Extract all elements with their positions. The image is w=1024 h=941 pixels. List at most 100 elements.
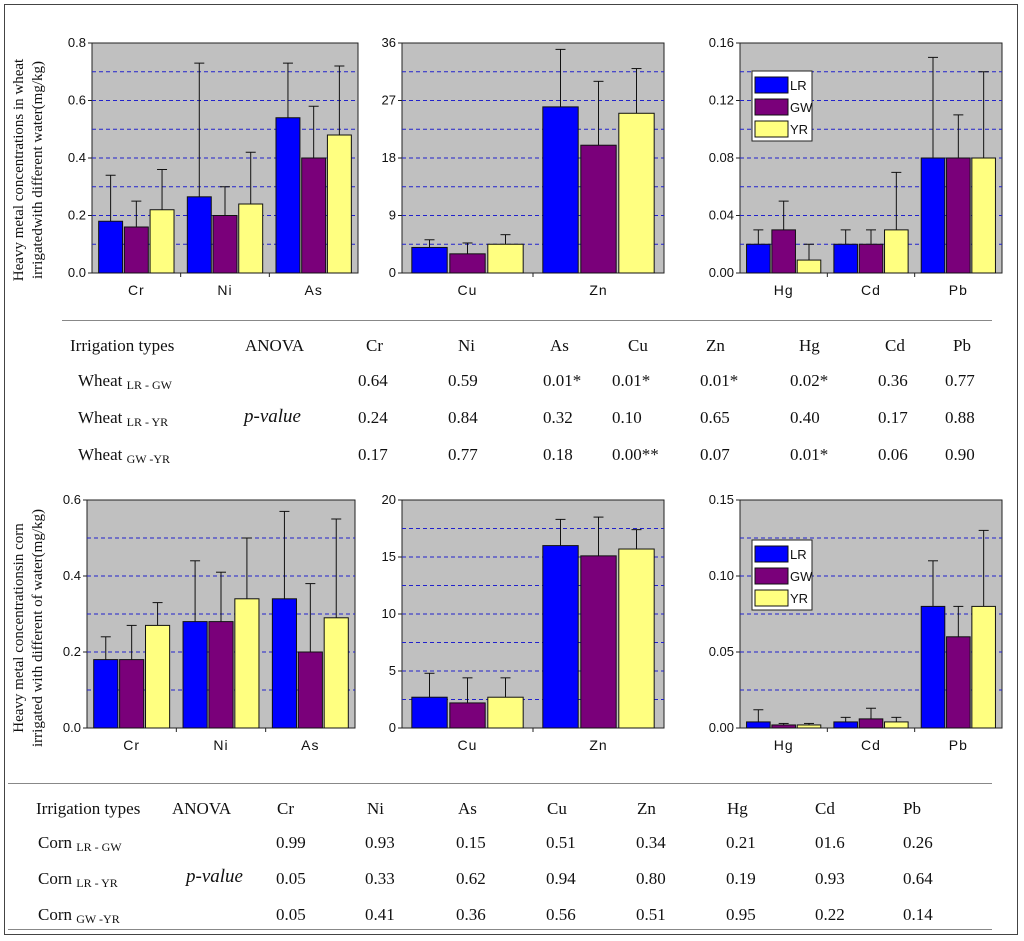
corn-header-ni: Ni xyxy=(367,799,384,818)
p-value-cell: 0.24 xyxy=(358,408,388,427)
y-tick-label: 0.6 xyxy=(63,492,81,507)
p-value-cell: 0.64 xyxy=(903,869,933,888)
y-tick-label: 0.4 xyxy=(63,568,81,583)
bar-Zn-LR xyxy=(542,545,579,729)
y-tick-label: 9 xyxy=(389,208,396,223)
p-value-cell: 0.59 xyxy=(448,371,478,390)
row-crop: Wheat xyxy=(78,408,127,427)
y-tick-label: 0 xyxy=(389,720,396,735)
bar-Ni-YR xyxy=(238,203,264,274)
corn-y-axis-label-line-1: Heavy metal concentrationsin corn xyxy=(11,523,27,733)
legend-label-YR: YR xyxy=(790,591,808,606)
category-label-As: As xyxy=(301,737,319,753)
bar-Hg-LR xyxy=(746,721,771,729)
wheat-header-as: As xyxy=(550,336,569,355)
row-comparison: LR - YR xyxy=(126,415,169,429)
bar-As-LR xyxy=(271,598,297,729)
category-label-Hg: Hg xyxy=(774,737,794,753)
p-value-cell: 0.41 xyxy=(365,905,395,924)
bar-Pb-YR xyxy=(971,605,996,729)
wheat-header-cu: Cu xyxy=(628,336,648,355)
category-label-Cr: Cr xyxy=(128,282,145,298)
legend-swatch-YR xyxy=(754,589,789,607)
p-value-cell: 0.17 xyxy=(878,408,908,427)
bar-Cd-LR xyxy=(833,721,858,729)
corn-header-pb: Pb xyxy=(903,799,921,818)
corn-header-cd: Cd xyxy=(815,799,835,818)
p-value-cell: 0.10 xyxy=(612,408,642,427)
bar-Cr-YR xyxy=(149,209,175,274)
corn-header-zn: Zn xyxy=(637,799,656,818)
chart-w2: 0 9 18 27 36 Cu Zn xyxy=(382,35,665,298)
y-tick-label: 0.0 xyxy=(63,720,81,735)
bar-Cu-GW xyxy=(449,702,486,729)
p-value-cell: 0.88 xyxy=(945,408,975,427)
bar-Cd-YR xyxy=(884,721,909,729)
bar-Ni-LR xyxy=(182,621,208,729)
row-label: Corn LR - GW xyxy=(38,833,122,855)
corn-header-cr: Cr xyxy=(277,799,294,818)
p-value-cell: 0.21 xyxy=(726,833,756,852)
corn-header-hg: Hg xyxy=(727,799,748,818)
chart-w3: 0.00 0.04 0.08 0.12 0.16 Hg Cd Pb LR GW YR xyxy=(709,35,1003,298)
bar-Pb-LR xyxy=(920,605,946,729)
corn-header-cu: Cu xyxy=(547,799,567,818)
category-label-Ni: Ni xyxy=(217,282,232,298)
wheat-y-axis-label-line-2: irrigatedwith different water(mg/kg) xyxy=(30,61,46,279)
p-value-cell: 0.01* xyxy=(543,371,582,390)
bar-Ni-GW xyxy=(212,215,238,274)
row-label: Corn LR - YR xyxy=(38,869,118,891)
p-value-cell: 0.33 xyxy=(365,869,395,888)
chart-c3: 0.00 0.05 0.10 0.15 Hg Cd Pb LR GW YR xyxy=(709,492,1003,753)
bar-As-YR xyxy=(323,617,349,729)
row-crop: Wheat xyxy=(78,445,127,464)
row-comparison: LR - GW xyxy=(76,840,122,854)
bar-Hg-YR xyxy=(796,259,822,274)
p-value-cell: 0.34 xyxy=(636,833,666,852)
wheat-header-hg: Hg xyxy=(799,336,820,355)
chart-c2: 0 5 10 15 20 Cu Zn xyxy=(382,492,665,753)
wheat-header-cd: Cd xyxy=(885,336,905,355)
corn-header-irrigation: Irrigation types xyxy=(36,799,141,818)
row-comparison: GW -YR xyxy=(76,912,120,926)
corn-table-rule-top xyxy=(8,783,992,784)
p-value-cell: 01.6 xyxy=(815,833,845,852)
p-value-cell: 0.80 xyxy=(636,869,666,888)
p-value-cell: 0.22 xyxy=(815,905,845,924)
p-value-cell: 0.05 xyxy=(276,869,306,888)
bar-Cd-YR xyxy=(884,229,909,274)
bar-Cr-GW xyxy=(123,226,149,274)
bar-Ni-GW xyxy=(208,621,234,729)
figure-frame xyxy=(4,4,1018,935)
p-value-cell: 0.77 xyxy=(945,371,975,390)
legend-label-GW: GW xyxy=(790,100,813,115)
y-tick-label: 0.2 xyxy=(63,644,81,659)
p-value-cell: 0.26 xyxy=(903,833,933,852)
row-comparison: LR - GW xyxy=(126,378,172,392)
bar-Cu-YR xyxy=(487,243,524,274)
p-value-cell: 0.62 xyxy=(456,869,486,888)
row-crop: Corn xyxy=(38,833,77,852)
y-tick-label: 0 xyxy=(389,265,396,280)
y-tick-label: 0.2 xyxy=(68,208,86,223)
y-tick-label: 15 xyxy=(382,549,396,564)
wheat-header-anova: ANOVA xyxy=(245,336,305,355)
legend-label-YR: YR xyxy=(790,122,808,137)
wheat-y-axis-label-line-1: Heavy metal concentrations in wheat xyxy=(11,58,27,281)
wheat-header-cr: Cr xyxy=(366,336,383,355)
y-tick-label: 0.8 xyxy=(68,35,86,50)
bar-Cu-YR xyxy=(487,696,524,729)
bar-Zn-YR xyxy=(618,112,655,274)
bar-Pb-LR xyxy=(920,157,946,274)
bar-Cu-LR xyxy=(411,696,448,729)
bar-As-LR xyxy=(275,117,301,274)
p-value-cell: 0.40 xyxy=(790,408,820,427)
y-tick-label: 10 xyxy=(382,606,396,621)
bar-Ni-YR xyxy=(234,598,260,729)
bar-Hg-GW xyxy=(771,229,796,274)
corn-table-rule-bottom xyxy=(8,929,992,930)
row-label: Corn GW -YR xyxy=(38,905,120,927)
category-label-Cd: Cd xyxy=(861,282,881,298)
p-value-cell: 0.05 xyxy=(276,905,306,924)
p-value-cell: 0.15 xyxy=(456,833,486,852)
